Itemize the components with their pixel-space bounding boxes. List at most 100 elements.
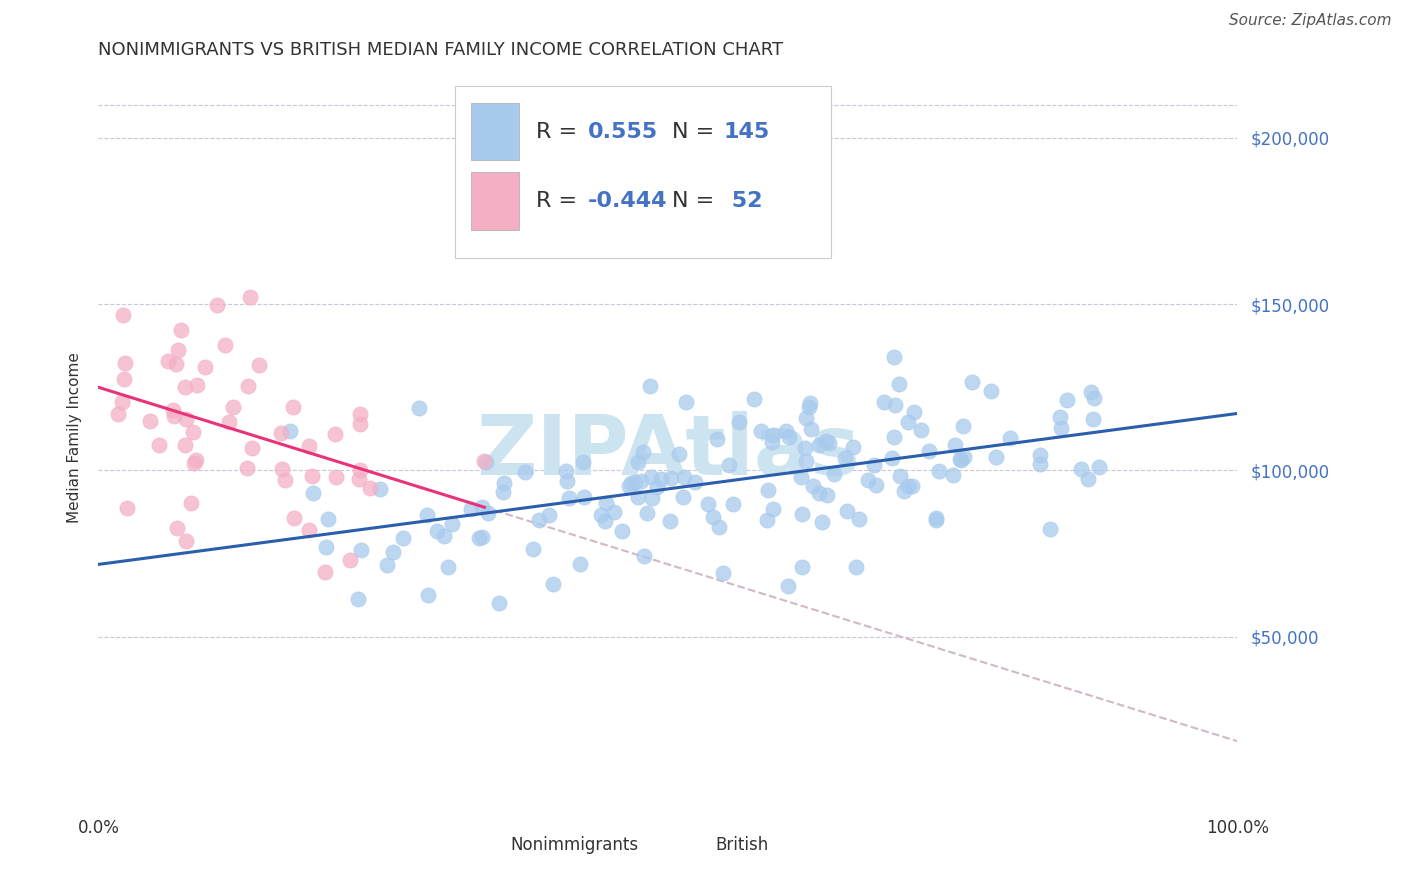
Point	[928, 464, 950, 478]
Point	[924, 511, 946, 525]
Text: NONIMMIGRANTS VS BRITISH MEDIAN FAMILY INCOME CORRELATION CHART: NONIMMIGRANTS VS BRITISH MEDIAN FAMILY I…	[98, 41, 783, 59]
Point	[408, 401, 430, 415]
Point	[903, 405, 925, 419]
Point	[472, 454, 495, 468]
Point	[706, 433, 728, 447]
Point	[962, 375, 984, 389]
Point	[683, 475, 706, 489]
Point	[281, 401, 304, 415]
Point	[488, 596, 510, 610]
Point	[633, 549, 655, 563]
Point	[641, 491, 664, 505]
Point	[627, 455, 650, 469]
Point	[318, 512, 340, 526]
Point	[186, 377, 208, 392]
Point	[661, 471, 683, 485]
Point	[1050, 421, 1073, 435]
Point	[942, 467, 965, 482]
Point	[640, 379, 662, 393]
Point	[794, 442, 817, 456]
Point	[794, 410, 817, 425]
Point	[624, 475, 647, 490]
Point	[426, 524, 449, 539]
Text: 52: 52	[724, 191, 762, 211]
Point	[721, 497, 744, 511]
Point	[702, 509, 724, 524]
FancyBboxPatch shape	[471, 172, 519, 229]
Point	[800, 422, 823, 436]
Point	[278, 425, 301, 439]
Point	[283, 510, 305, 524]
Point	[823, 467, 845, 482]
Text: British: British	[716, 836, 769, 855]
Point	[918, 444, 941, 458]
Point	[350, 543, 373, 558]
Point	[572, 490, 595, 504]
Point	[236, 379, 259, 393]
Point	[797, 401, 820, 415]
Point	[165, 357, 187, 371]
Point	[792, 560, 814, 574]
Point	[658, 514, 681, 528]
Point	[170, 323, 193, 337]
Point	[799, 395, 821, 409]
Point	[815, 434, 838, 449]
Point	[173, 380, 195, 394]
Point	[841, 440, 863, 454]
Point	[167, 343, 190, 358]
Point	[115, 501, 138, 516]
Point	[325, 470, 347, 484]
Point	[235, 461, 257, 475]
Point	[778, 430, 800, 444]
Point	[775, 424, 797, 438]
Point	[949, 451, 972, 466]
Text: R =: R =	[536, 191, 583, 211]
Point	[595, 496, 617, 510]
Point	[111, 395, 134, 409]
Point	[883, 398, 905, 412]
Point	[298, 439, 321, 453]
Text: Nonimmigrants: Nonimmigrants	[510, 836, 638, 855]
Point	[339, 552, 361, 566]
Point	[474, 455, 496, 469]
Point	[249, 358, 271, 372]
Text: Source: ZipAtlas.com: Source: ZipAtlas.com	[1229, 13, 1392, 29]
Point	[749, 424, 772, 438]
Point	[180, 496, 202, 510]
Point	[1056, 392, 1078, 407]
Point	[640, 469, 662, 483]
Point	[221, 400, 243, 414]
Point	[349, 417, 371, 431]
Point	[675, 395, 697, 409]
Point	[218, 415, 240, 429]
Point	[471, 530, 494, 544]
Point	[897, 479, 920, 493]
Point	[392, 531, 415, 545]
Point	[1070, 462, 1092, 476]
Point	[834, 450, 856, 465]
Point	[883, 430, 905, 444]
Point	[707, 520, 730, 534]
Point	[174, 438, 197, 452]
Text: -0.444: -0.444	[588, 191, 668, 211]
Point	[848, 511, 870, 525]
Point	[522, 542, 544, 557]
Point	[148, 437, 170, 451]
Point	[671, 490, 693, 504]
Point	[239, 290, 262, 304]
Point	[157, 354, 180, 368]
Point	[792, 507, 814, 521]
Point	[602, 505, 624, 519]
Point	[557, 475, 579, 489]
Point	[801, 479, 824, 493]
Text: N =: N =	[672, 121, 721, 142]
Point	[794, 454, 817, 468]
Point	[762, 427, 785, 442]
Point	[214, 338, 236, 352]
Point	[174, 412, 197, 426]
Point	[1081, 412, 1104, 426]
FancyBboxPatch shape	[471, 103, 519, 160]
Point	[986, 450, 1008, 465]
Point	[174, 534, 197, 549]
Point	[568, 557, 591, 571]
